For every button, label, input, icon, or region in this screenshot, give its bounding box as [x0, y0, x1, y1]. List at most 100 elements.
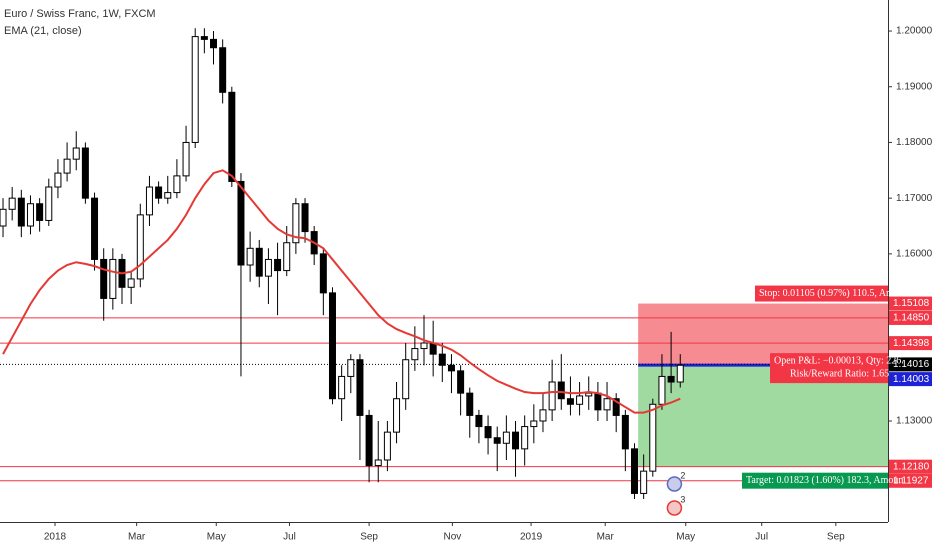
candle-body [512, 431, 520, 450]
x-tick-label: Sep [827, 532, 845, 543]
candle-body [8, 197, 16, 210]
candle-body [475, 414, 483, 428]
y-tick-label: 1.20000 [896, 26, 932, 37]
candle-body [539, 409, 547, 422]
candle-body [0, 208, 7, 227]
candle-body [264, 258, 272, 277]
target-text: Target: 0.01823 (1.60%) 182.3, Amoun [746, 475, 903, 486]
candle-body [200, 36, 208, 40]
entry-price-label: 1.14003 [893, 374, 930, 385]
candle-body [649, 403, 657, 472]
candle-body [164, 192, 172, 199]
y-tick-label: 1.17000 [896, 193, 932, 204]
candle-body [237, 180, 245, 266]
candle-body [621, 414, 629, 450]
x-tick-label: Jul [755, 532, 768, 543]
candle-body [411, 348, 419, 361]
candle-body [594, 392, 602, 411]
candle-body [45, 186, 53, 221]
x-tick-label: Mar [128, 532, 146, 543]
candle-body [109, 258, 117, 299]
candle-body [457, 370, 465, 394]
pnl-text-bg [770, 353, 888, 384]
candle-body [630, 448, 638, 494]
event-icon [666, 476, 683, 492]
y-tick-label: 1.19000 [896, 81, 932, 92]
candle-body [63, 158, 71, 174]
x-tick-label: Sep [360, 532, 378, 543]
candle-body [658, 375, 666, 405]
event-label: 2 [680, 470, 685, 480]
candle-body [127, 278, 135, 288]
candle-body [145, 186, 153, 216]
pnl-text: Open P&L: −0.00013, Qty: 226. [774, 355, 904, 366]
current-price-label: 1.14016 [893, 359, 930, 370]
candle-body [447, 364, 455, 372]
candle-body [191, 36, 199, 143]
candle-body [36, 203, 44, 221]
candle-body [26, 203, 34, 227]
candle-body [640, 470, 648, 494]
level-label-bg [889, 459, 932, 474]
y-tick-label: 1.16000 [896, 249, 932, 260]
level-label: 1.14398 [893, 338, 930, 349]
candle-body [585, 392, 593, 397]
candle-body [374, 459, 382, 467]
y-tick-label: 1.13000 [896, 416, 932, 427]
candle-body [255, 247, 263, 277]
rr-text: Risk/Reward Ratio: 1.65 [790, 368, 889, 379]
candle-body [466, 392, 474, 416]
candle-body [81, 147, 89, 199]
candle-body [603, 398, 611, 411]
candle-body [72, 147, 80, 160]
candle-body [438, 353, 446, 366]
x-tick-label: Jul [283, 532, 296, 543]
candle-body [274, 258, 282, 272]
x-tick-label: Nov [443, 532, 461, 543]
ema-line [2, 169, 681, 414]
candle-body [182, 141, 190, 177]
candle-body [356, 359, 364, 416]
entry-price-label-bg [889, 372, 932, 387]
level-label-bg [889, 310, 932, 325]
candle-body [667, 375, 675, 383]
candle-body [319, 253, 327, 294]
x-tick-label: Mar [597, 532, 615, 543]
indicator-label: EMA (21, close) [4, 25, 82, 37]
candle-body [420, 342, 428, 350]
candle-body [301, 203, 309, 233]
candle-body [328, 292, 336, 400]
candle-body [219, 47, 227, 93]
y-tick-label: 1.18000 [896, 137, 932, 148]
candle-body [676, 364, 684, 383]
candle-body [493, 437, 501, 444]
plot-area [0, 28, 888, 499]
level-label-bg [889, 336, 932, 351]
stop-price-label-bg [889, 296, 932, 311]
candle-body [383, 431, 391, 461]
candle-body [136, 214, 144, 280]
level-label: 1.12180 [893, 461, 930, 472]
level-label: 1.14850 [893, 313, 930, 324]
stop-text-bg [755, 285, 888, 302]
chart-title: Euro / Swiss Franc, 1W, FXCM [4, 8, 156, 20]
x-tick-label: May [207, 532, 226, 543]
candle-body [347, 359, 355, 377]
x-tick-label: 2018 [44, 532, 67, 543]
candle-body [210, 38, 218, 49]
candle-body [521, 426, 529, 450]
candle-body [283, 242, 291, 272]
candle-body [365, 414, 373, 467]
candle-body [173, 175, 181, 194]
candle-body [292, 203, 300, 244]
x-tick-label: 2019 [520, 532, 543, 543]
candle-body [576, 395, 584, 405]
candle-body [54, 172, 62, 188]
candle-body [338, 375, 346, 400]
target-text-bg [742, 472, 888, 489]
current-price-label-bg [889, 357, 932, 372]
candle-body [612, 398, 620, 416]
x-tick-label: May [676, 532, 695, 543]
level-label: 1.11927 [893, 475, 929, 486]
